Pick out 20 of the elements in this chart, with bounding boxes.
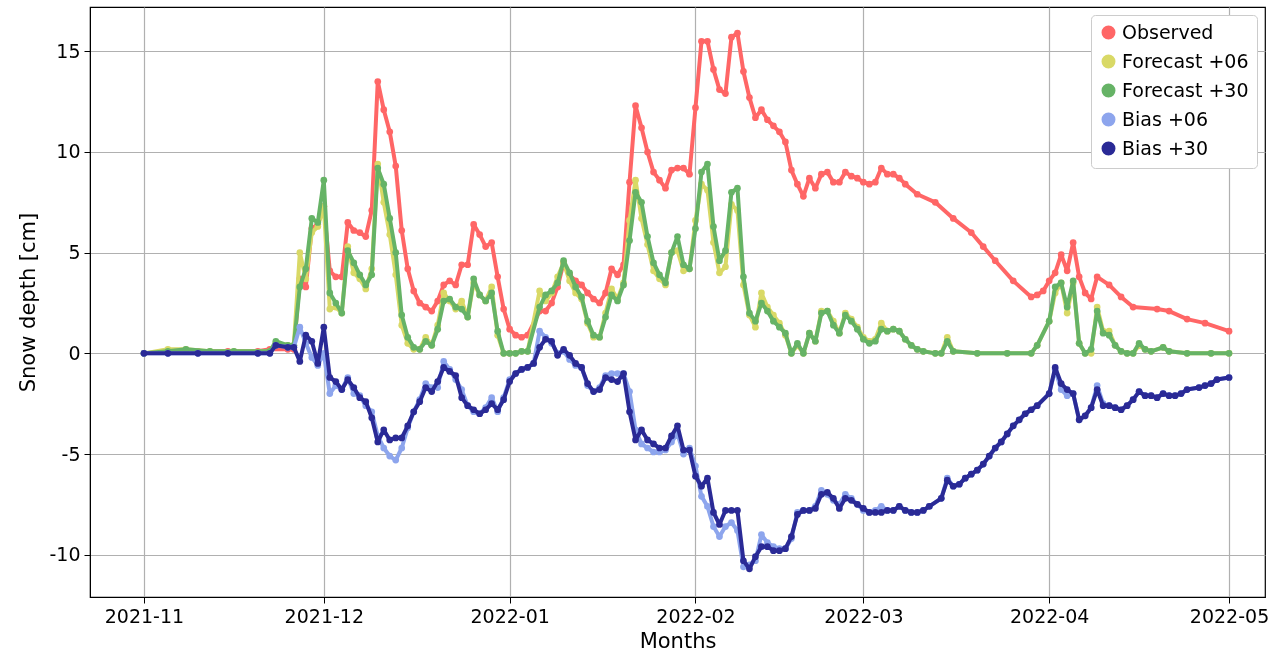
x-axis-title: Months <box>639 628 717 653</box>
x-tick-label: 2022-04 <box>1009 604 1090 627</box>
legend-label: Forecast +30 <box>1122 78 1249 101</box>
y-tick-label: 5 <box>68 241 81 264</box>
y-tick-label: 10 <box>56 140 81 163</box>
x-tick-label: 2022-03 <box>824 604 904 627</box>
y-tick-label: 0 <box>68 341 81 364</box>
x-tick-label: 2022-01 <box>470 604 550 627</box>
legend-label: Forecast +06 <box>1122 49 1249 72</box>
legend-label: Bias +06 <box>1122 107 1208 130</box>
legend-label: Observed <box>1122 20 1214 43</box>
y-tick-label: -10 <box>49 543 81 566</box>
x-tick-label: 2021-11 <box>104 604 185 627</box>
x-tick-label: 2022-05 <box>1189 604 1270 627</box>
x-tick-label: 2022-02 <box>656 604 736 627</box>
x-tick-label: 2021-12 <box>284 604 364 627</box>
legend-label: Bias +30 <box>1122 136 1208 159</box>
y-tick-label: -5 <box>61 442 81 465</box>
y-tick-label: 15 <box>56 39 81 62</box>
y-axis-title: Snow depth [cm] <box>16 212 41 393</box>
